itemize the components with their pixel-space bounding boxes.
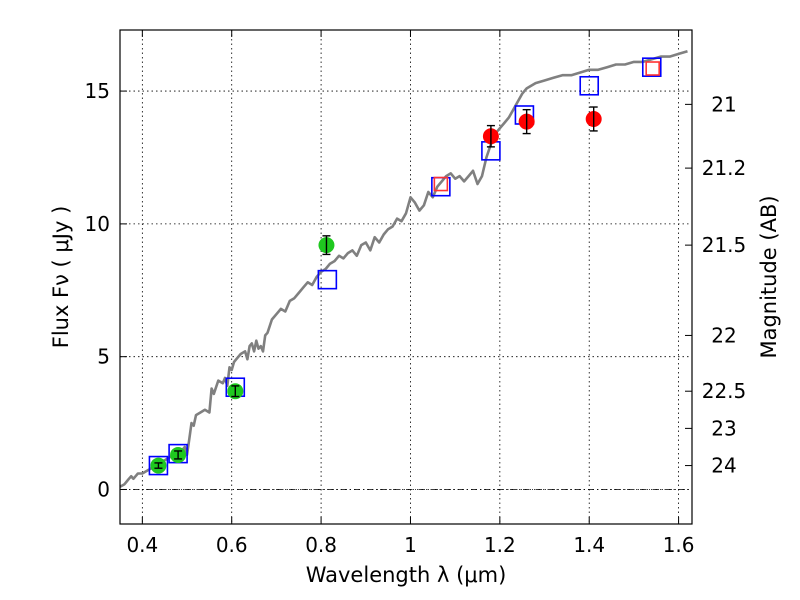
x-axis-label: Wavelength λ (μm) [306,563,507,587]
y-tick-label: 10 [85,212,110,236]
x-tick-label: 0.6 [216,533,248,557]
y-tick-label: 0 [97,477,110,501]
model-spectrum-line [119,49,688,488]
y2-tick-label: 21.2 [702,156,747,180]
x-tick-label: 1.2 [484,533,516,557]
y-tick-label: 15 [85,79,110,103]
model-photometry-square [641,57,662,77]
y2-tick-label: 21.5 [702,233,747,257]
y-axis-label: Flux Fν ( μJy ) [49,206,73,349]
model-spectrum-layer [119,49,688,488]
y-tick-label: 5 [97,345,110,369]
y2-tick-label: 22.5 [702,379,747,403]
model-photometry-square [645,61,660,76]
model-photometry-square [579,75,600,96]
x-tick-label: 1.4 [573,533,605,557]
y2-tick-label: 21 [711,92,736,116]
x-tick-label: 1.6 [663,533,695,557]
model-photometry-square [148,455,169,476]
y2-tick-label: 24 [711,454,736,478]
tick-layer: 0.4 0.6 0.8 1 1.2 1.4 1.6 0 5 10 15 21 21.2 21.5 22 22.… [85,30,747,557]
x-tick-label: 1 [404,533,417,557]
y2-tick-label: 22 [711,323,736,347]
model-photometry-square [433,176,449,192]
plot-frame [119,29,693,525]
y2-axis-label: Magnitude (AB) [757,195,781,358]
x-tick-label: 0.4 [126,533,158,557]
x-tick-label: 0.8 [305,533,337,557]
model-photometry-square [317,269,338,290]
y2-tick-label: 23 [711,416,736,440]
observed-points-layer [150,106,602,474]
